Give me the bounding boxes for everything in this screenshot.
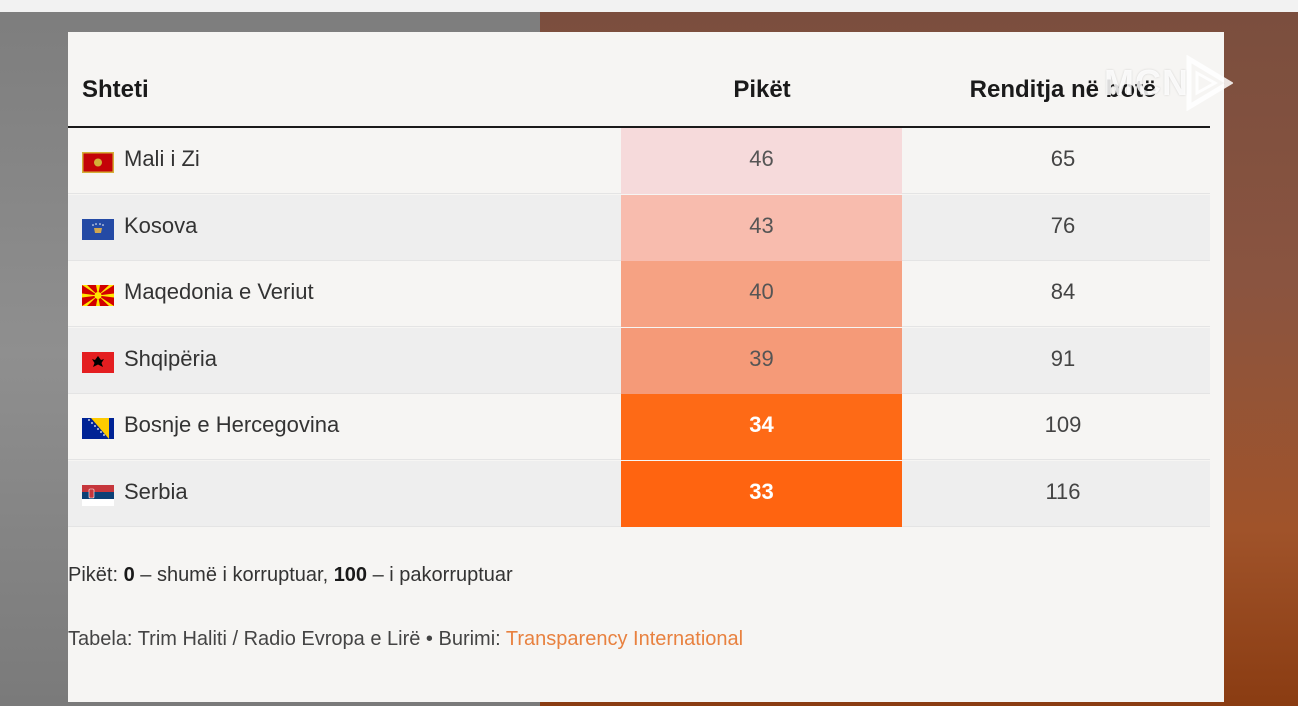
rank-value: 76 — [1050, 212, 1076, 238]
table-row: Bosnje e Hercegovina 34 109 — [68, 394, 1210, 460]
bosnia-flag-icon — [82, 418, 114, 439]
note-prefix: Pikët: — [68, 564, 124, 586]
note-min-value: 0 — [123, 564, 135, 586]
kosovo-flag-icon — [82, 218, 114, 240]
country-name: Kosova — [124, 212, 198, 238]
table-row: Mali i Zi 46 65 — [68, 128, 1210, 194]
table-row: Shqipëria 39 91 — [68, 327, 1210, 394]
score-value: 43 — [749, 212, 774, 238]
score-cell: 33 — [621, 460, 902, 527]
country-name: Mali i Zi — [124, 146, 200, 171]
score-value: 34 — [749, 412, 774, 437]
background-top-strip — [0, 0, 1298, 12]
rank-value: 91 — [1050, 345, 1076, 371]
score-value: 39 — [749, 345, 774, 371]
source-link[interactable]: Transparency International — [505, 628, 744, 650]
watermark-text: MCN — [1104, 62, 1189, 103]
score-cell: 43 — [621, 194, 902, 261]
score-cell: 40 — [621, 261, 902, 327]
score-cell: 46 — [621, 128, 902, 194]
note-max-text: – i pakorruptuar — [367, 564, 513, 586]
play-triangle-icon — [1186, 55, 1233, 111]
watermark-logo: MCN — [1104, 55, 1233, 111]
rank-value: 116 — [1045, 478, 1081, 504]
header-divider — [68, 126, 1210, 128]
note-min-text: – shumë i korruptuar, — [134, 564, 334, 586]
score-cell: 39 — [621, 327, 902, 394]
source-credit: Tabela: Trim Haliti / Radio Evropa e Lir… — [68, 628, 743, 651]
country-name: Serbia — [124, 478, 188, 504]
table-row: Serbia 33 116 — [68, 460, 1210, 527]
north-macedonia-flag-icon — [82, 285, 114, 306]
score-value: 40 — [749, 279, 774, 304]
country-name: Bosnje e Hercegovina — [124, 412, 340, 437]
score-cell: 34 — [621, 394, 902, 460]
table-row: Kosova 43 76 — [68, 194, 1210, 261]
montenegro-flag-icon — [82, 152, 114, 173]
column-header-score: Pikët — [733, 76, 791, 103]
score-value: 33 — [749, 478, 774, 504]
serbia-flag-icon — [82, 484, 114, 506]
note-max-value: 100 — [333, 564, 368, 586]
table-row: Maqedonia e Veriut 40 84 — [68, 261, 1210, 327]
country-name: Shqipëria — [124, 345, 217, 371]
rank-value: 65 — [1050, 146, 1076, 171]
albania-flag-icon — [82, 351, 114, 373]
source-text: Tabela: Trim Haliti / Radio Evropa e Lir… — [68, 628, 506, 650]
column-header-rank: Renditja në botë — [969, 76, 1157, 103]
country-name: Maqedonia e Veriut — [124, 279, 314, 304]
score-value: 46 — [749, 146, 774, 171]
score-legend-note: Pikët: 0 – shumë i korruptuar, 100 – i p… — [68, 564, 513, 587]
rank-value: 84 — [1050, 279, 1076, 304]
column-header-country: Shteti — [82, 76, 149, 103]
rank-value: 109 — [1044, 412, 1082, 437]
